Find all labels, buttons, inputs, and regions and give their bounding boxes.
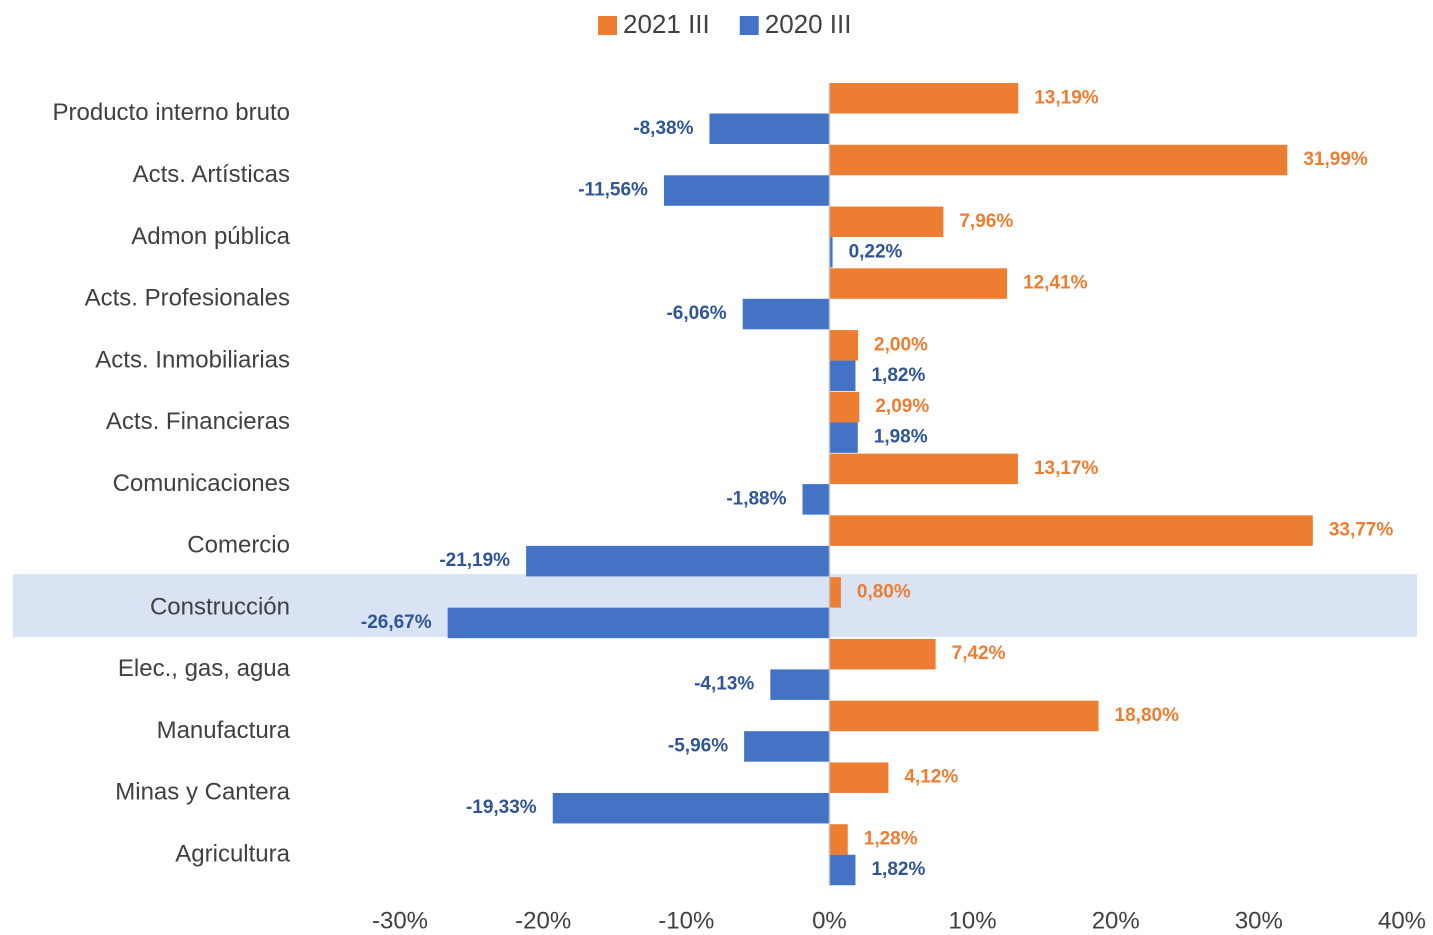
value-label: 12,41%: [1023, 273, 1088, 294]
category-label: Manufactura: [157, 717, 291, 744]
x-tick-label: -10%: [658, 907, 714, 934]
bar: [829, 144, 1288, 176]
category-label: Comercio: [187, 532, 290, 559]
bar: [829, 824, 848, 855]
value-label: 4,12%: [904, 767, 958, 788]
category-label: Comunicaciones: [113, 470, 290, 497]
bar: [742, 298, 830, 330]
bar: [829, 453, 1018, 485]
bar: [526, 545, 830, 577]
x-tick-label: 0%: [812, 907, 847, 934]
category-label: Acts. Profesionales: [85, 285, 290, 312]
bar: [829, 577, 841, 608]
value-label: -8,38%: [633, 118, 693, 139]
value-label: 7,96%: [959, 211, 1013, 232]
bar: [829, 762, 889, 793]
bar: [829, 422, 858, 453]
legend-swatch: [598, 16, 617, 35]
value-label: 33,77%: [1329, 520, 1394, 541]
value-label: -6,06%: [666, 303, 726, 324]
value-label: 1,28%: [864, 828, 918, 849]
bar: [447, 607, 830, 639]
bar: [770, 669, 830, 700]
category-label: Construcción: [150, 593, 290, 620]
value-label: 13,19%: [1034, 87, 1099, 108]
value-label: 1,98%: [874, 427, 928, 448]
value-label: 1,82%: [871, 365, 925, 386]
value-label: 0,22%: [849, 241, 903, 262]
bar: [829, 206, 944, 238]
value-label: 2,00%: [874, 334, 928, 355]
value-label: 1,82%: [871, 859, 925, 880]
x-tick-label: 40%: [1378, 907, 1426, 934]
bar: [744, 731, 830, 762]
bar: [829, 515, 1313, 546]
x-tick-label: -30%: [372, 907, 428, 934]
value-label: -5,96%: [668, 735, 728, 756]
bar: [802, 484, 830, 515]
value-label: -1,88%: [726, 488, 786, 509]
category-label: Acts. Artísticas: [133, 161, 290, 188]
bar: [829, 268, 1008, 299]
bar: [709, 113, 830, 144]
value-label: 18,80%: [1115, 705, 1180, 726]
bar: [663, 175, 830, 206]
category-label: Elec., gas, agua: [118, 655, 291, 682]
bar: [829, 330, 859, 361]
x-tick-label: 20%: [1092, 907, 1140, 934]
value-label: 2,09%: [875, 396, 929, 417]
category-label: Producto interno bruto: [53, 99, 290, 126]
bar: [829, 700, 1099, 732]
bar: [552, 792, 830, 824]
legend-label: 2021 III: [623, 9, 710, 39]
value-label: 7,42%: [952, 643, 1006, 664]
bar: [829, 360, 856, 392]
legend-label: 2020 III: [765, 9, 852, 39]
category-label: Acts. Financieras: [106, 408, 290, 435]
category-label: Agricultura: [175, 840, 290, 867]
value-label: -19,33%: [466, 797, 537, 818]
bar: [829, 854, 856, 886]
x-tick-label: -20%: [515, 907, 571, 934]
value-label: -26,67%: [361, 612, 432, 633]
x-tick-label: 30%: [1235, 907, 1283, 934]
bar: [829, 83, 1019, 114]
bar: [829, 391, 860, 423]
value-label: 0,80%: [857, 581, 911, 602]
category-label: Minas y Cantera: [115, 779, 290, 806]
value-label: -21,19%: [439, 550, 510, 571]
value-label: -4,13%: [694, 674, 754, 695]
x-tick-label: 10%: [949, 907, 997, 934]
value-label: -11,56%: [578, 180, 648, 201]
value-label: 13,17%: [1034, 458, 1099, 479]
value-label: 31,99%: [1303, 149, 1368, 170]
legend-swatch: [739, 16, 759, 35]
category-label: Admon pública: [131, 223, 290, 250]
category-label: Acts. Inmobiliarias: [95, 346, 290, 373]
bar: [829, 638, 936, 670]
bar: [829, 237, 833, 268]
